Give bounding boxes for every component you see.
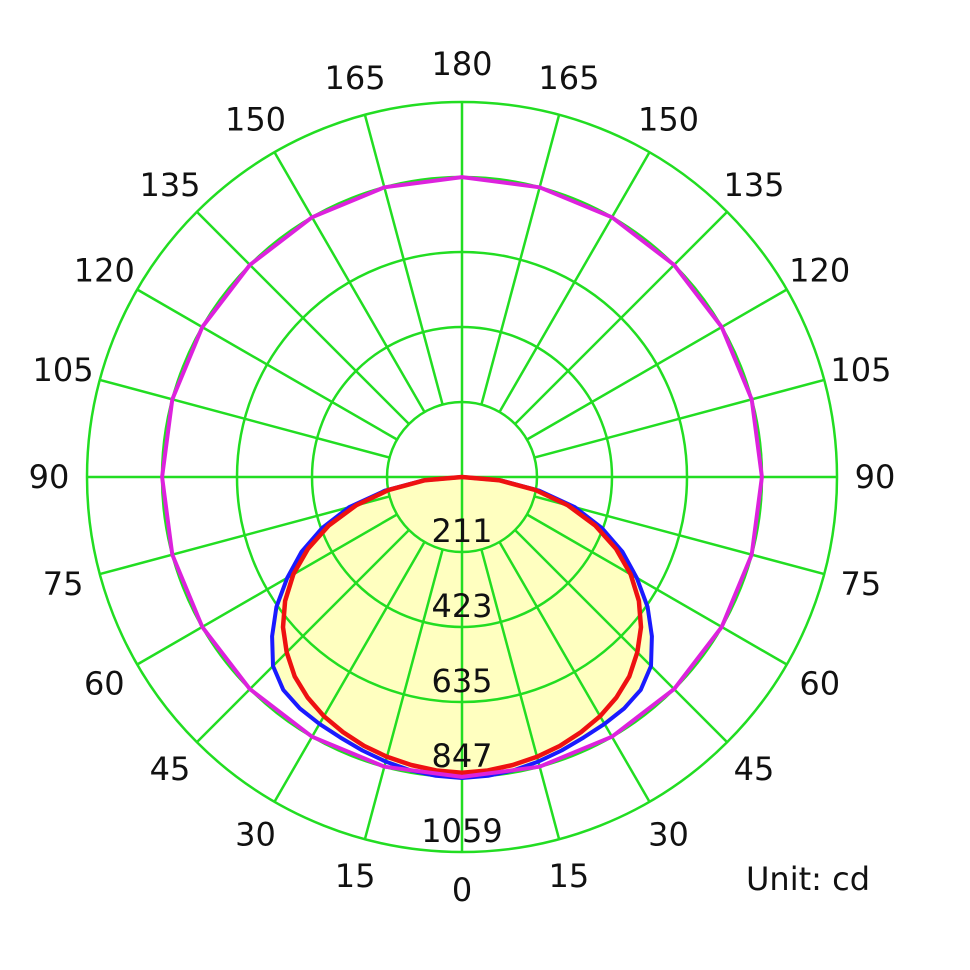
angle-label-left-60: 60 bbox=[84, 665, 125, 703]
grid-spoke-15 bbox=[480, 549, 561, 840]
grid-spoke-165 bbox=[480, 114, 561, 405]
grid-spoke-240 bbox=[136, 288, 398, 441]
angle-label-right-15: 15 bbox=[549, 857, 590, 895]
grid-spoke-75 bbox=[534, 495, 825, 576]
grid-spoke-60 bbox=[526, 513, 788, 666]
angle-label-right-150: 150 bbox=[638, 100, 699, 138]
angle-label-left-90: 90 bbox=[29, 458, 70, 496]
grid-spoke-315 bbox=[195, 529, 410, 744]
ring-label-211: 211 bbox=[431, 512, 492, 550]
angle-label-right-30: 30 bbox=[648, 816, 689, 854]
angle-label-right-0: 0 bbox=[452, 871, 472, 909]
angle-label-left-75: 75 bbox=[43, 565, 84, 603]
ring-label-423: 423 bbox=[431, 587, 492, 625]
grid-spoke-195 bbox=[363, 114, 444, 405]
series-line-red bbox=[280, 474, 644, 775]
angle-label-left-30: 30 bbox=[235, 816, 276, 854]
grid-spoke-105 bbox=[534, 378, 825, 459]
ring-label-847: 847 bbox=[431, 737, 492, 775]
grid-spoke-285 bbox=[99, 495, 390, 576]
grid-spoke-330 bbox=[273, 541, 426, 803]
grid-spoke-120 bbox=[526, 288, 788, 441]
angle-label-left-120: 120 bbox=[74, 252, 135, 290]
grid-spoke-300 bbox=[136, 513, 398, 666]
angle-label-left-165: 165 bbox=[325, 59, 386, 97]
ring-label-635: 635 bbox=[431, 662, 492, 700]
angle-label-right-180: 180 bbox=[431, 45, 492, 83]
unit-label: Unit: cd bbox=[746, 860, 870, 898]
polar-grid bbox=[85, 100, 839, 854]
grid-spoke-30 bbox=[498, 541, 651, 803]
angle-label-right-90: 90 bbox=[855, 458, 896, 496]
angle-label-left-150: 150 bbox=[225, 100, 286, 138]
grid-spoke-225 bbox=[195, 210, 410, 425]
series-layer bbox=[160, 175, 764, 780]
grid-spoke-135 bbox=[514, 210, 729, 425]
angle-label-right-135: 135 bbox=[723, 166, 784, 204]
angle-label-right-165: 165 bbox=[538, 59, 599, 97]
series-line-magenta bbox=[160, 175, 764, 779]
angle-label-right-45: 45 bbox=[734, 750, 775, 788]
angle-label-left-45: 45 bbox=[150, 750, 191, 788]
angle-label-left-105: 105 bbox=[33, 351, 94, 389]
angle-label-left-135: 135 bbox=[139, 166, 200, 204]
ring-label-1059: 1059 bbox=[421, 812, 502, 850]
angle-label-left-15: 15 bbox=[335, 857, 376, 895]
grid-spoke-210 bbox=[273, 151, 426, 413]
grid-spoke-150 bbox=[498, 151, 651, 413]
grid-spoke-255 bbox=[99, 378, 390, 459]
angle-label-right-105: 105 bbox=[830, 351, 891, 389]
angle-label-right-60: 60 bbox=[799, 665, 840, 703]
angle-label-right-120: 120 bbox=[789, 252, 850, 290]
angle-label-right-75: 75 bbox=[841, 565, 882, 603]
grid-spoke-45 bbox=[514, 529, 729, 744]
grid-spoke-345 bbox=[363, 549, 444, 840]
